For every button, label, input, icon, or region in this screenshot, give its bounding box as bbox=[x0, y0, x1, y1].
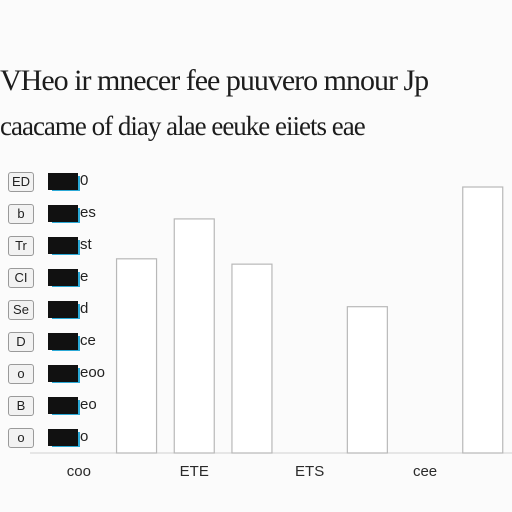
legend-key: b bbox=[8, 204, 34, 224]
legend-swatch bbox=[48, 429, 78, 446]
legend-swatch bbox=[48, 173, 78, 190]
legend-item: CI e bbox=[0, 266, 140, 288]
x-tick-label: ETE bbox=[180, 463, 209, 480]
legend-key: CI bbox=[8, 268, 34, 288]
legend-label: es bbox=[80, 204, 96, 221]
x-tick-label: coo bbox=[67, 463, 91, 480]
x-tick-label: ETS bbox=[295, 463, 324, 480]
bar bbox=[115, 258, 158, 454]
legend-swatch bbox=[48, 397, 78, 414]
legend-label: eo bbox=[80, 396, 97, 413]
chart-subtitle: caacame of diay alae eeuke eiiets eae bbox=[0, 111, 366, 141]
bar bbox=[462, 186, 504, 454]
legend-swatch bbox=[48, 365, 78, 382]
legend-label: 0 bbox=[80, 172, 89, 189]
legend-key: Se bbox=[8, 300, 34, 320]
legend-item: o eoo bbox=[0, 362, 140, 384]
legend-key: B bbox=[8, 396, 34, 416]
legend-key: o bbox=[8, 428, 34, 448]
legend-swatch bbox=[48, 269, 78, 286]
legend-swatch bbox=[48, 333, 78, 350]
legend-item: ED 0 bbox=[0, 170, 140, 192]
legend-label: st bbox=[80, 236, 92, 253]
legend-key: D bbox=[8, 332, 34, 352]
legend-key: ED bbox=[8, 172, 34, 192]
legend-key: Tr bbox=[8, 236, 34, 256]
legend-swatch bbox=[48, 237, 78, 254]
bar bbox=[173, 218, 215, 454]
legend-item: Se d bbox=[0, 298, 140, 320]
chart-title: VHeo ir mnecer fee puuvero mnour Jp bbox=[0, 64, 429, 97]
legend-item: Tr st bbox=[0, 234, 140, 256]
x-tick-label: cee bbox=[413, 463, 437, 480]
legend-swatch bbox=[48, 301, 78, 318]
legend-label: ce bbox=[80, 332, 96, 349]
legend-label: e bbox=[80, 268, 89, 285]
chart-title-block: VHeo ir mnecer fee puuvero mnour Jp caac… bbox=[0, 58, 512, 148]
legend-swatch bbox=[48, 205, 78, 222]
legend-label: eoo bbox=[80, 364, 106, 381]
legend-label: o bbox=[80, 428, 89, 445]
legend-item: b es bbox=[0, 202, 140, 224]
bar bbox=[231, 263, 273, 454]
legend-key: o bbox=[8, 364, 34, 384]
legend-label: d bbox=[80, 300, 89, 317]
bar bbox=[346, 306, 388, 454]
